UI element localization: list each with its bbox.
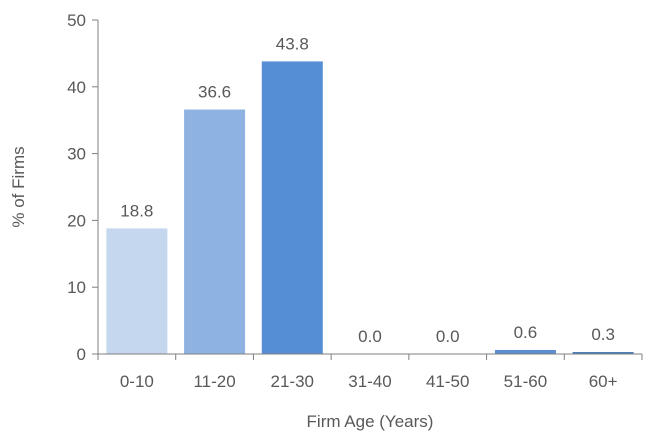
y-tick-label: 50	[67, 11, 86, 30]
data-label: 0.0	[436, 327, 460, 346]
y-axis-ticks: 0 10 20 30 40 50	[67, 11, 98, 364]
bar	[495, 350, 556, 354]
x-tick-label: 51-60	[504, 372, 547, 391]
y-tick-label: 40	[67, 78, 86, 97]
x-tick-label: 60+	[589, 372, 618, 391]
x-tick-label: 21-30	[271, 372, 314, 391]
y-tick-label: 10	[67, 278, 86, 297]
y-tick-label: 0	[77, 345, 86, 364]
x-tick-label: 31-40	[348, 372, 391, 391]
data-label: 0.6	[514, 323, 538, 342]
y-axis-title: % of Firms	[9, 146, 28, 227]
bars	[106, 61, 633, 354]
x-axis-ticks: 0-10 11-20 21-30 31-40 41-50 51-60 60+	[98, 354, 642, 391]
y-tick-label: 20	[67, 211, 86, 230]
y-tick-label: 30	[67, 145, 86, 164]
data-label: 43.8	[276, 34, 309, 53]
x-tick-label: 11-20	[193, 372, 235, 391]
bar	[184, 110, 245, 354]
bar	[106, 228, 167, 354]
data-label: 18.8	[120, 201, 153, 220]
data-label: 0.3	[591, 325, 615, 344]
x-tick-label: 0-10	[120, 372, 154, 391]
bar	[262, 61, 323, 354]
x-axis-title: Firm Age (Years)	[307, 412, 434, 431]
x-tick-label: 41-50	[426, 372, 469, 391]
data-label: 36.6	[198, 83, 231, 102]
data-label: 0.0	[358, 327, 382, 346]
